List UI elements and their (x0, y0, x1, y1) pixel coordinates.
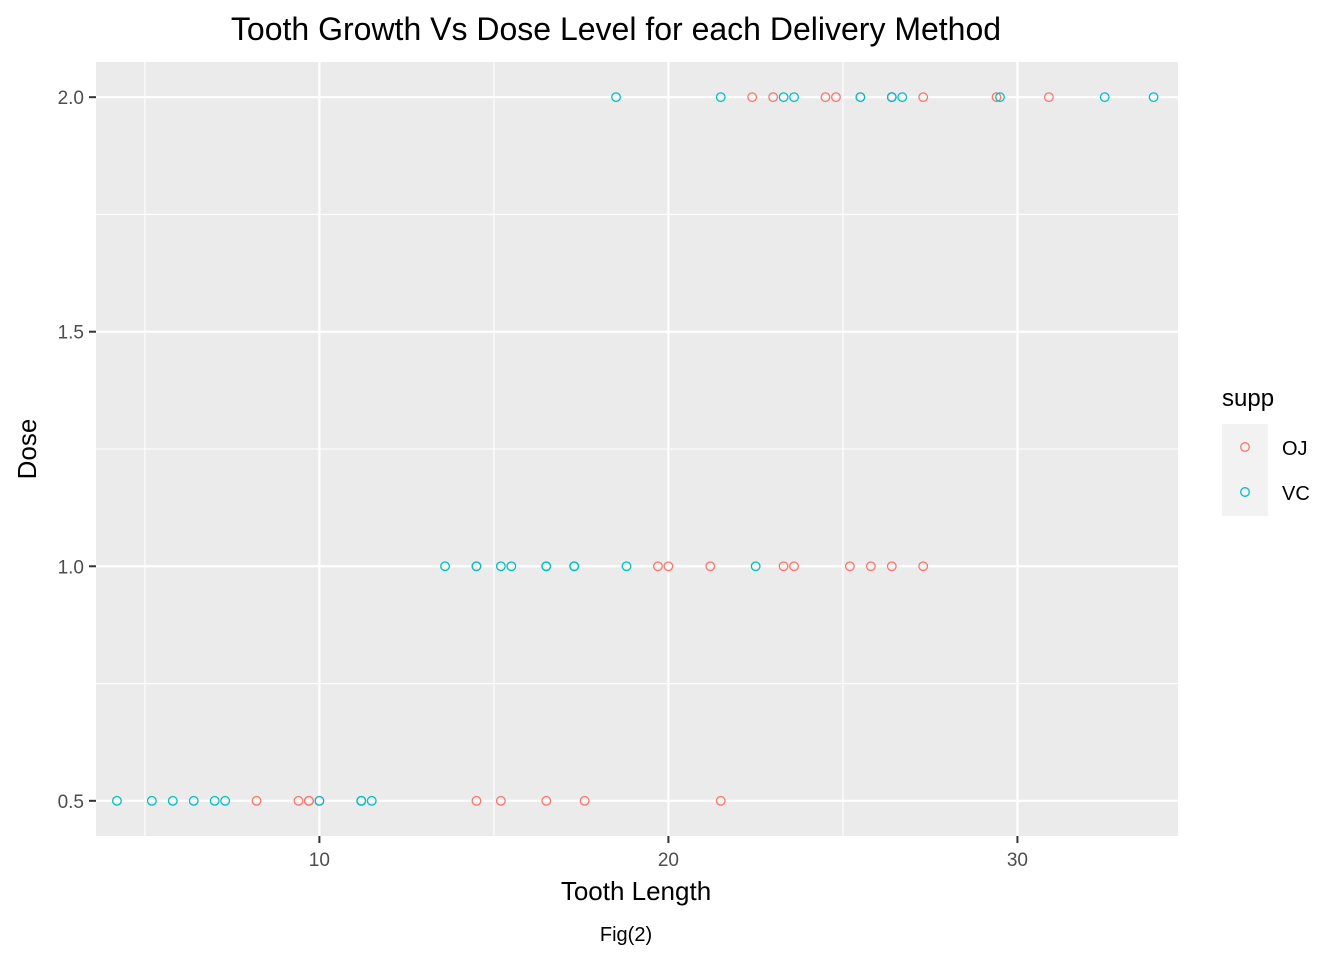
axis-ticks: 10 20 30 0.5 1.0 1.5 2.0 (58, 88, 1028, 871)
x-tick-label: 10 (309, 850, 330, 871)
point-oj (293, 795, 304, 806)
y-tick-label: 1.0 (58, 557, 84, 578)
data-points (111, 92, 1159, 806)
point-oj (830, 92, 841, 103)
point-vc (569, 561, 580, 572)
point-oj (991, 92, 1002, 103)
point-vc (611, 92, 622, 103)
point-vc (778, 92, 789, 103)
point-oj (663, 561, 674, 572)
point-oj (768, 92, 779, 103)
y-tick-label: 0.5 (58, 792, 84, 813)
point-oj (918, 92, 929, 103)
point-oj (251, 795, 262, 806)
point-oj (471, 795, 482, 806)
point-oj (844, 561, 855, 572)
legend-key-vc (1240, 487, 1250, 497)
point-vc (495, 561, 506, 572)
point-oj (652, 561, 663, 572)
point-oj (747, 92, 758, 103)
point-vc (789, 92, 800, 103)
point-vc (220, 795, 231, 806)
x-tick-label: 30 (1007, 850, 1028, 871)
chart-title: Tooth Growth Vs Dose Level for each Deli… (231, 11, 1001, 47)
point-oj (918, 561, 929, 572)
point-oj (579, 795, 590, 806)
point-vc (209, 795, 220, 806)
point-vc (356, 795, 367, 806)
point-vc (188, 795, 199, 806)
x-tick-label: 20 (658, 850, 679, 871)
point-oj (495, 795, 506, 806)
point-oj (778, 561, 789, 572)
point-vc (506, 561, 517, 572)
legend-label-oj: OJ (1282, 438, 1308, 460)
point-vc (111, 795, 122, 806)
point-oj (886, 561, 897, 572)
x-axis-title: Tooth Length (561, 876, 711, 906)
y-tick-label: 2.0 (58, 88, 84, 109)
point-vc (886, 92, 897, 103)
legend-title: supp (1222, 385, 1274, 412)
point-oj (865, 561, 876, 572)
y-tick-label: 1.5 (58, 323, 84, 344)
point-oj (303, 795, 314, 806)
point-vc (1099, 92, 1110, 103)
point-vc (715, 92, 726, 103)
legend-key-oj (1240, 442, 1250, 452)
figure-caption: Fig(2) (600, 924, 652, 946)
point-vc (314, 795, 325, 806)
point-vc (440, 561, 450, 572)
point-oj (541, 795, 552, 806)
point-vc (750, 561, 761, 572)
point-oj (789, 561, 800, 572)
point-vc (621, 561, 632, 572)
point-oj (715, 795, 726, 806)
point-vc (897, 92, 908, 103)
point-vc (146, 795, 157, 806)
legend-label-vc: VC (1282, 483, 1310, 505)
point-vc (1148, 92, 1159, 103)
point-vc (366, 795, 377, 806)
major-gridlines (96, 62, 1178, 836)
legend: supp OJ VC (1222, 385, 1310, 516)
point-oj (820, 92, 831, 103)
y-axis-title: Dose (12, 419, 42, 480)
point-vc (995, 92, 1005, 103)
legend-key-background (1222, 424, 1268, 516)
point-vc (541, 561, 552, 572)
point-oj (1043, 92, 1054, 103)
point-oj (705, 561, 716, 572)
point-vc (167, 795, 178, 806)
point-vc (855, 92, 866, 103)
point-vc (471, 561, 482, 572)
minor-gridlines (96, 62, 1178, 836)
